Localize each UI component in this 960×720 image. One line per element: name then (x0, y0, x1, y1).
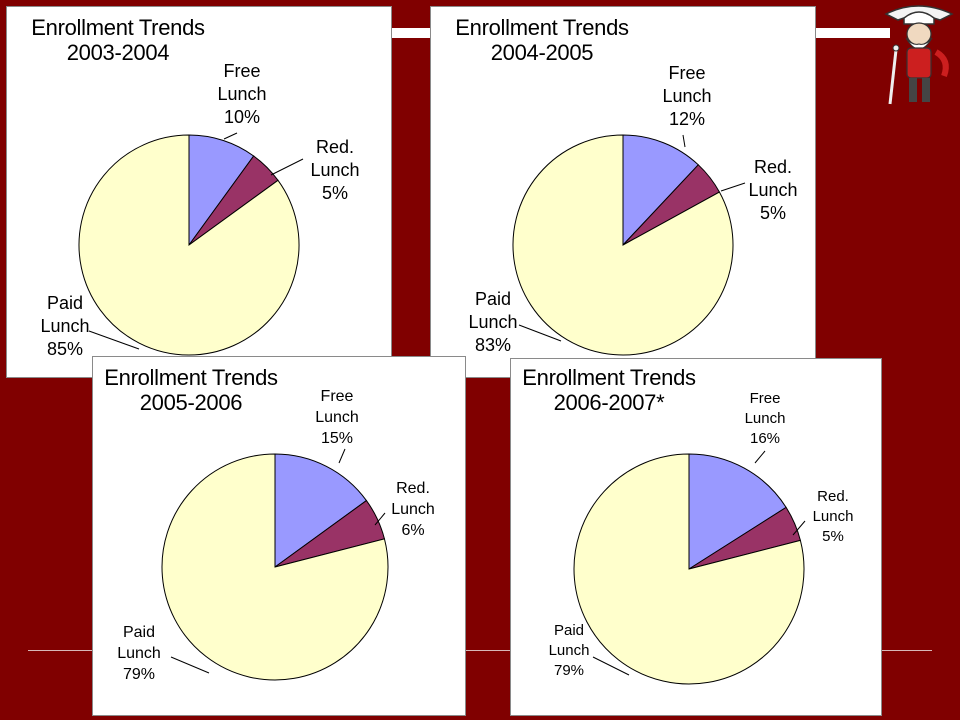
slice-label-reduced-lunch: Red. (316, 137, 354, 157)
leader-line-reduced-lunch (374, 512, 386, 526)
slice-label-reduced-lunch: Red. (754, 157, 792, 177)
pie-chart: Free Lunch 10% Red. Lunch 5% Paid Lunch 85% (40, 61, 359, 359)
data-label-free-lunch: 16% (750, 430, 780, 447)
slice-label-reduced-lunch: Lunch (813, 508, 854, 525)
slice-label-reduced-lunch: Red. (817, 488, 849, 505)
leader-line-paid-lunch (88, 330, 140, 350)
chart-panel-2003-2004: Enrollment Trends 2003-2004 Free Lunch 10%… (6, 6, 392, 378)
slice-label-free-lunch: Lunch (745, 410, 786, 427)
data-label-reduced-lunch: 5% (760, 203, 786, 223)
chart-title-text: Enrollment Trends (522, 365, 696, 390)
data-label-paid-lunch: 79% (554, 662, 584, 679)
slice-label-paid-lunch: Lunch (40, 316, 89, 336)
leader-line-free-lunch (223, 132, 238, 140)
leader-line-free-lunch (754, 450, 766, 464)
pie-slice-paid-lunch (161, 453, 389, 681)
chart-subtitle-text: 2004-2005 (490, 40, 594, 65)
leader-line-free-lunch (338, 448, 346, 464)
data-label-paid-lunch: 85% (47, 339, 83, 359)
pie-slice-free-lunch (274, 453, 368, 568)
slice-label-paid-lunch: Paid (123, 624, 155, 641)
slice-label-paid-lunch: Paid (554, 622, 584, 639)
slice-label-paid-lunch: Lunch (549, 642, 590, 659)
chart-subtitle-text: 2005-2006 (139, 390, 243, 415)
slice-label-paid-lunch: Lunch (117, 645, 161, 662)
leader-line-paid-lunch (592, 656, 630, 676)
leader-line-paid-lunch (170, 656, 210, 674)
pie-chart: Free Lunch 15% Red. Lunch 6% Paid Lunch 79% (117, 388, 435, 683)
leader-line-reduced-lunch (720, 182, 746, 192)
leader-line-reduced-lunch (270, 158, 304, 176)
chart-title: Enrollment Trends 2003-2004 (7, 15, 229, 65)
chart-title-text: Enrollment Trends (455, 15, 629, 40)
slice-label-paid-lunch: Paid (475, 289, 511, 309)
slice-label-free-lunch: Free (321, 388, 354, 405)
data-label-paid-lunch: 83% (475, 335, 511, 355)
pie-chart: Free Lunch 12% Red. Lunch 5% Paid Lunch 83% (468, 63, 798, 356)
slice-label-free-lunch: Free (668, 63, 705, 83)
slice-label-paid-lunch: Lunch (468, 312, 517, 332)
data-label-paid-lunch: 79% (123, 666, 155, 683)
slice-label-reduced-lunch: Lunch (391, 501, 435, 518)
data-label-reduced-lunch: 5% (822, 528, 844, 545)
pie-slice-paid-lunch (573, 453, 805, 685)
chart-title: Enrollment Trends 2004-2005 (431, 15, 653, 65)
slice-label-free-lunch: Lunch (662, 86, 711, 106)
leader-line-free-lunch (682, 134, 686, 148)
divider-line-left (28, 650, 98, 651)
slice-label-free-lunch: Lunch (315, 409, 359, 426)
slice-label-free-lunch: Free (750, 390, 781, 407)
slice-label-reduced-lunch: Lunch (748, 180, 797, 200)
chart-panel-2005-2006: Enrollment Trends 2005-2006 Free Lunch 15%… (92, 356, 466, 716)
data-label-free-lunch: 10% (224, 107, 260, 127)
data-label-reduced-lunch: 6% (401, 522, 424, 539)
slice-label-free-lunch: Free (223, 61, 260, 81)
data-label-reduced-lunch: 5% (322, 183, 348, 203)
pie-slice-free-lunch (622, 134, 700, 247)
pie-chart: Free Lunch 16% Red. Lunch 5% Paid Lunch 79% (549, 390, 854, 685)
chart-title-text: Enrollment Trends (104, 365, 278, 390)
chart-title-text: Enrollment Trends (31, 15, 205, 40)
slice-label-paid-lunch: Paid (47, 293, 83, 313)
slice-label-reduced-lunch: Lunch (310, 160, 359, 180)
chart-panel-2006-2007: Enrollment Trends 2006-2007* Free Lunch 16… (510, 358, 882, 716)
divider-line-middle (466, 650, 510, 651)
chart-title: Enrollment Trends 2005-2006 (93, 365, 289, 415)
leader-line-reduced-lunch (792, 520, 806, 536)
chart-panel-2004-2005: Enrollment Trends 2004-2005 Free Lunch 12%… (430, 6, 816, 378)
data-label-free-lunch: 12% (669, 109, 705, 129)
divider-line-right (882, 650, 932, 651)
slice-label-free-lunch: Lunch (217, 84, 266, 104)
pie-slice-free-lunch (688, 453, 787, 570)
pie-slice-paid-lunch (78, 134, 300, 356)
slice-label-reduced-lunch: Red. (396, 480, 430, 497)
data-label-free-lunch: 15% (321, 430, 353, 447)
colonel-mascot-icon (884, 5, 954, 105)
pie-slice-paid-lunch (512, 134, 734, 356)
chart-subtitle-text: 2006-2007* (553, 390, 665, 415)
chart-subtitle-text: 2003-2004 (66, 40, 170, 65)
chart-title: Enrollment Trends 2006-2007* (511, 365, 707, 415)
leader-line-paid-lunch (518, 324, 562, 342)
